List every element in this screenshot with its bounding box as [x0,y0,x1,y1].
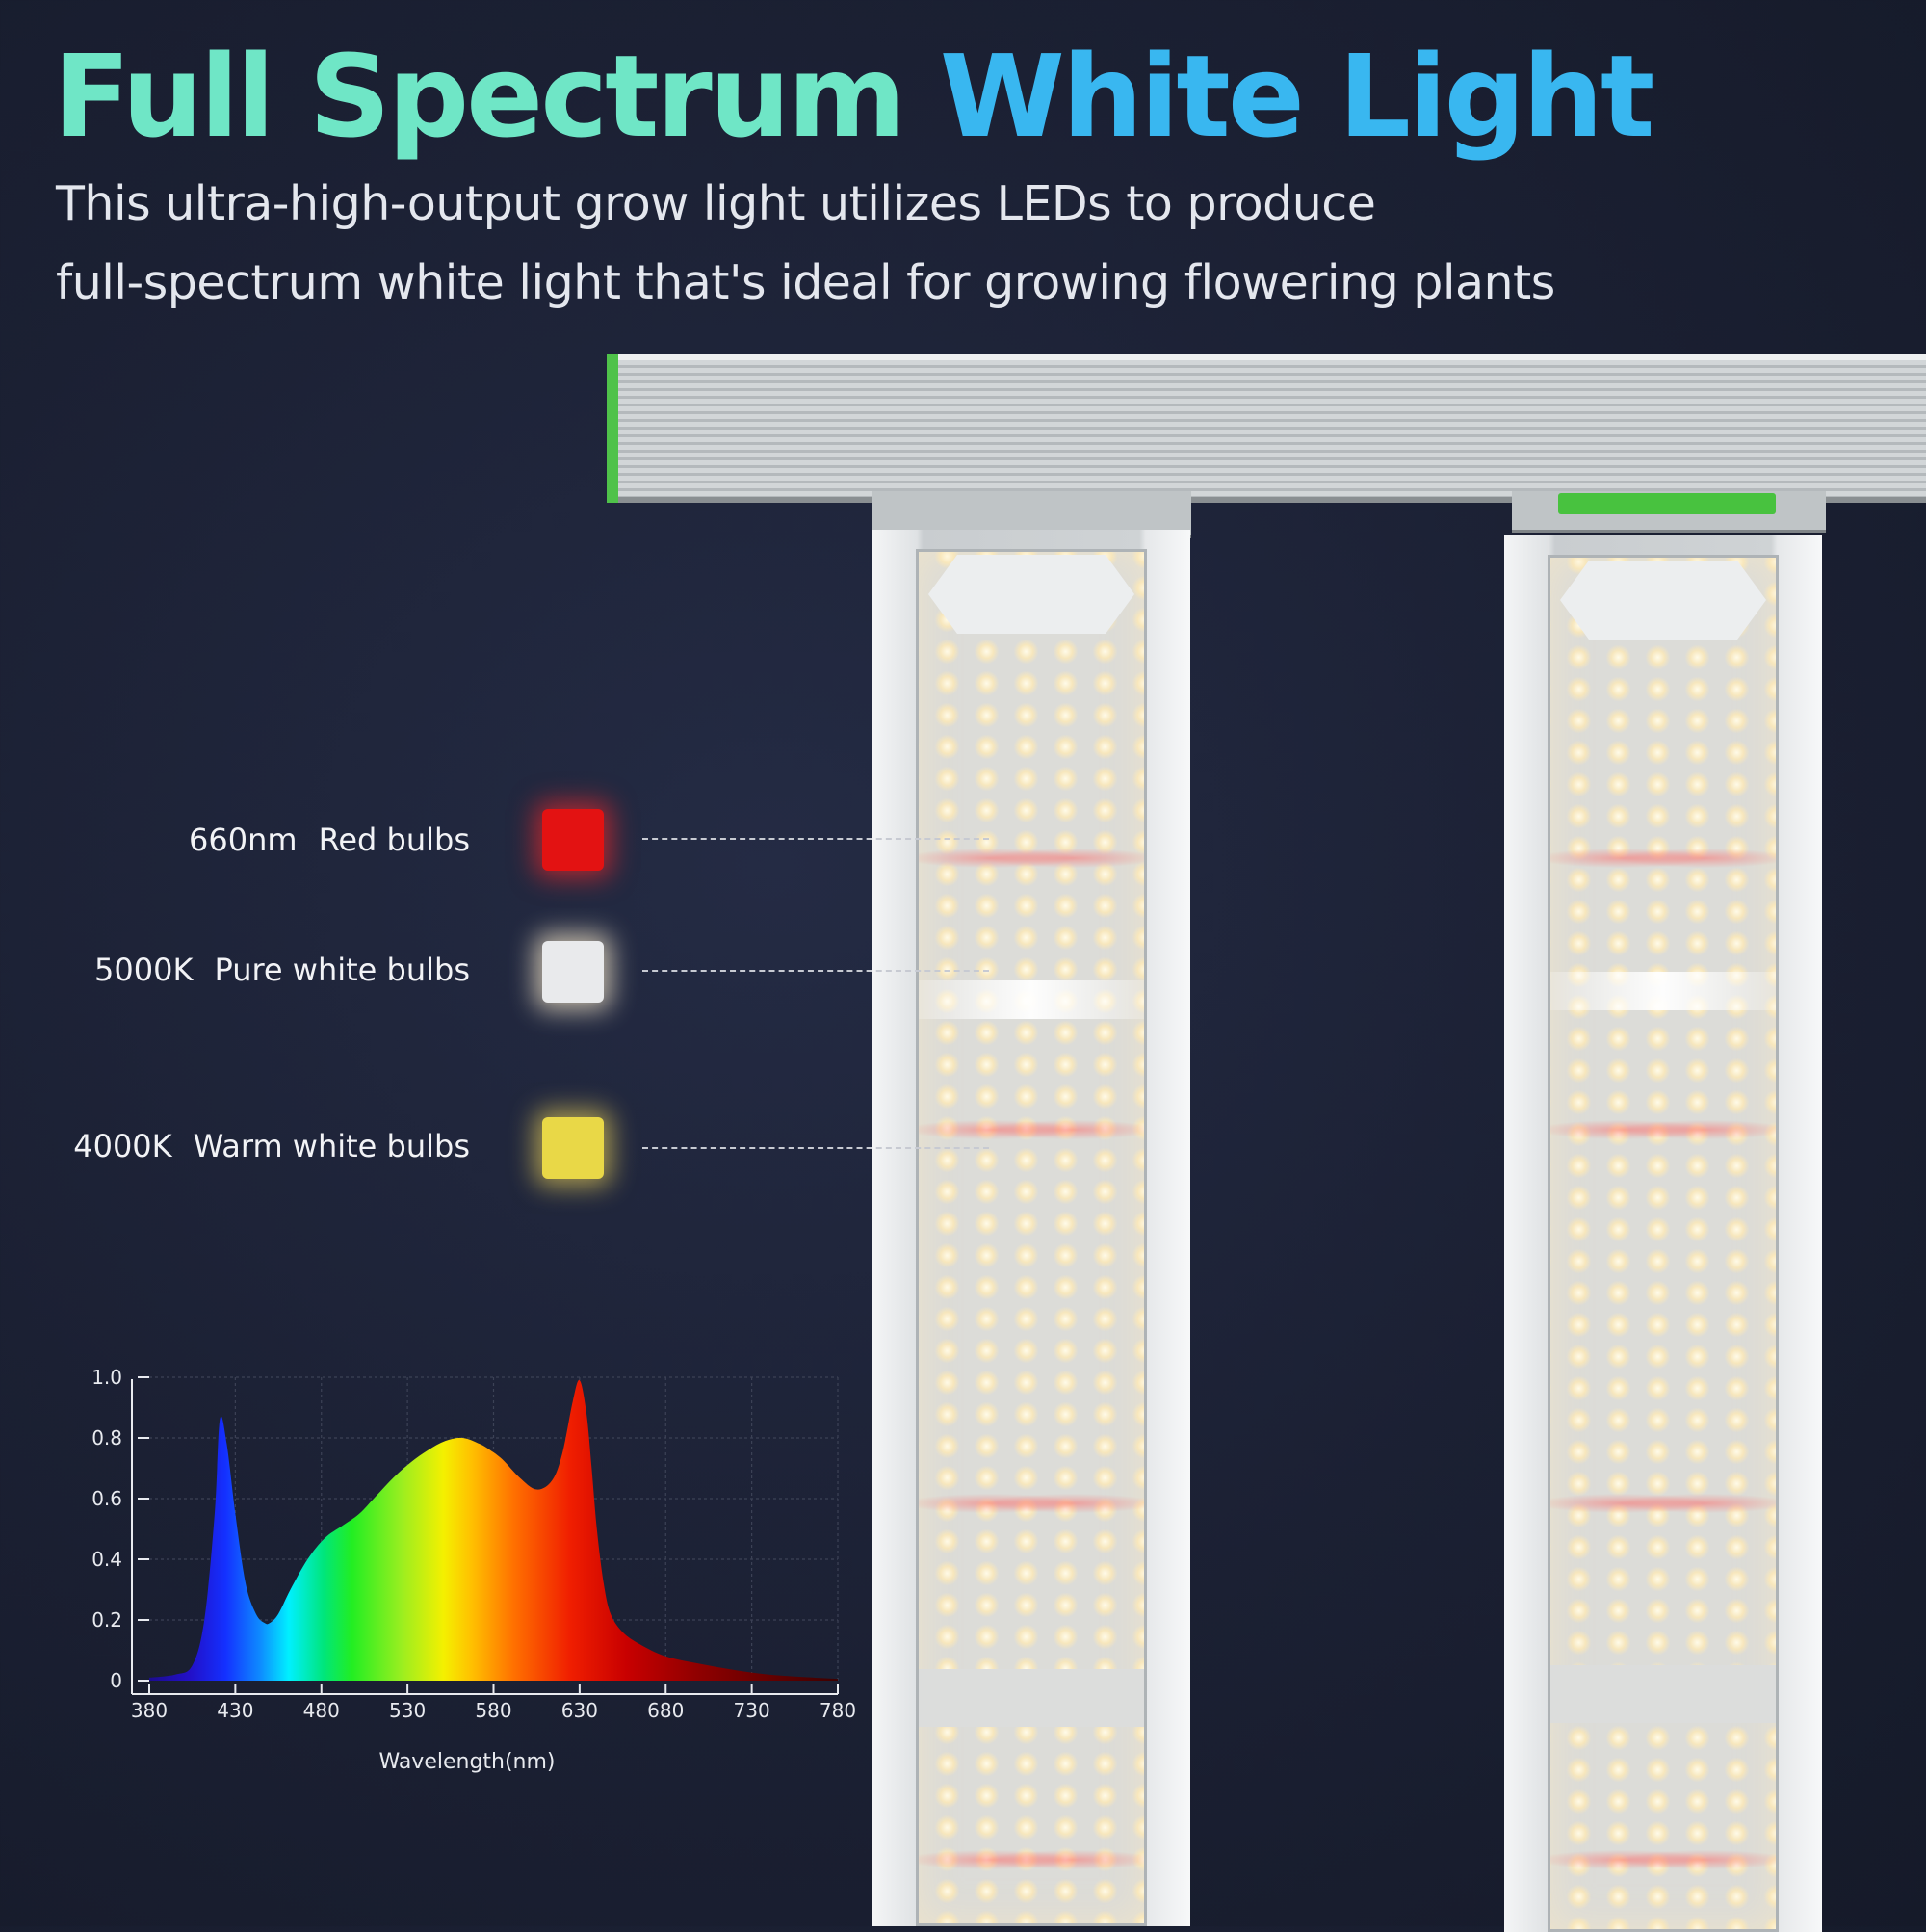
spectrum-chart: 380 430 480 530 580 630 680 730 780 0 0.2 0.4 0.6 0.… [91,1366,856,1774]
warm-white-bulb-swatch [542,1117,604,1179]
y-tick-label: 0.2 [91,1608,122,1632]
x-tick-label: 730 [734,1699,770,1722]
panel-gap [1550,1665,1776,1723]
title-part-blue: White Light [939,30,1655,163]
legend-label-pure-white: 5000K Pure white bulbs [94,952,470,988]
fixture-endcap [607,354,618,503]
pure-white-led-row [919,980,1144,1019]
y-tick-label: 0.6 [91,1487,122,1510]
spectrum-area [149,1379,838,1681]
red-led-row [1550,1112,1776,1147]
red-led-row [919,1112,1144,1147]
page-title: Full Spectrum White Light [53,29,1655,166]
x-tick-label: 580 [475,1699,511,1722]
red-led-row [919,841,1144,875]
legend-text: Pure white bulbs [214,952,470,988]
leader-line-pure-white [642,970,989,972]
red-led-row [1550,841,1776,875]
driver-cap [1560,561,1766,640]
led-panel [1548,555,1779,1932]
pure-white-led-row [1550,972,1776,1010]
red-bulb-swatch [542,809,604,871]
red-led-row [1550,1486,1776,1521]
chart-axes [131,1376,839,1695]
pure-white-bulb-swatch [542,941,604,1003]
legend-code: 5000K [94,952,194,988]
legend-text: Red bulbs [318,822,470,858]
x-tick-label: 630 [561,1699,598,1722]
y-tick-label: 0.4 [91,1548,122,1571]
x-tick-label: 430 [217,1699,253,1722]
panel-gap [919,1669,1144,1727]
y-tick-label: 1.0 [91,1366,122,1389]
legend-code: 660nm [189,822,298,858]
x-tick-labels: 380 430 480 530 580 630 680 730 780 [131,1699,856,1722]
led-strip-right [1504,535,1822,1932]
y-tick-labels: 0 0.2 0.4 0.6 0.8 1.0 [91,1366,122,1692]
led-strip-left [872,530,1190,1926]
red-led-row [1550,1842,1776,1877]
x-tick-label: 780 [820,1699,856,1722]
title-part-green: Full Spectrum [53,30,906,163]
x-tick-label: 480 [303,1699,340,1722]
legend-code: 4000K [73,1128,172,1164]
legend-label-red: 660nm Red bulbs [189,822,470,858]
y-tick-label: 0 [110,1669,122,1692]
legend-label-warm-white: 4000K Warm white bulbs [73,1128,470,1164]
x-tick-label: 680 [647,1699,684,1722]
driver-cap [928,555,1134,634]
leader-line-red [642,838,989,840]
red-led-row [919,1486,1144,1521]
legend-text: Warm white bulbs [193,1128,470,1164]
led-panel [916,549,1147,1926]
fixture-clip [1558,493,1776,514]
x-tick-label: 380 [131,1699,168,1722]
subtitle-line-2: full-spectrum white light that's ideal f… [56,255,1555,310]
fixture-crossbar [607,354,1926,503]
x-axis-label: Wavelength(nm) [378,1750,555,1774]
red-led-row [919,1842,1144,1877]
y-tick-label: 0.8 [91,1426,122,1449]
subtitle-line-1: This ultra-high-output grow light utiliz… [56,176,1376,231]
leader-line-warm-white [642,1147,989,1149]
x-tick-label: 530 [389,1699,426,1722]
